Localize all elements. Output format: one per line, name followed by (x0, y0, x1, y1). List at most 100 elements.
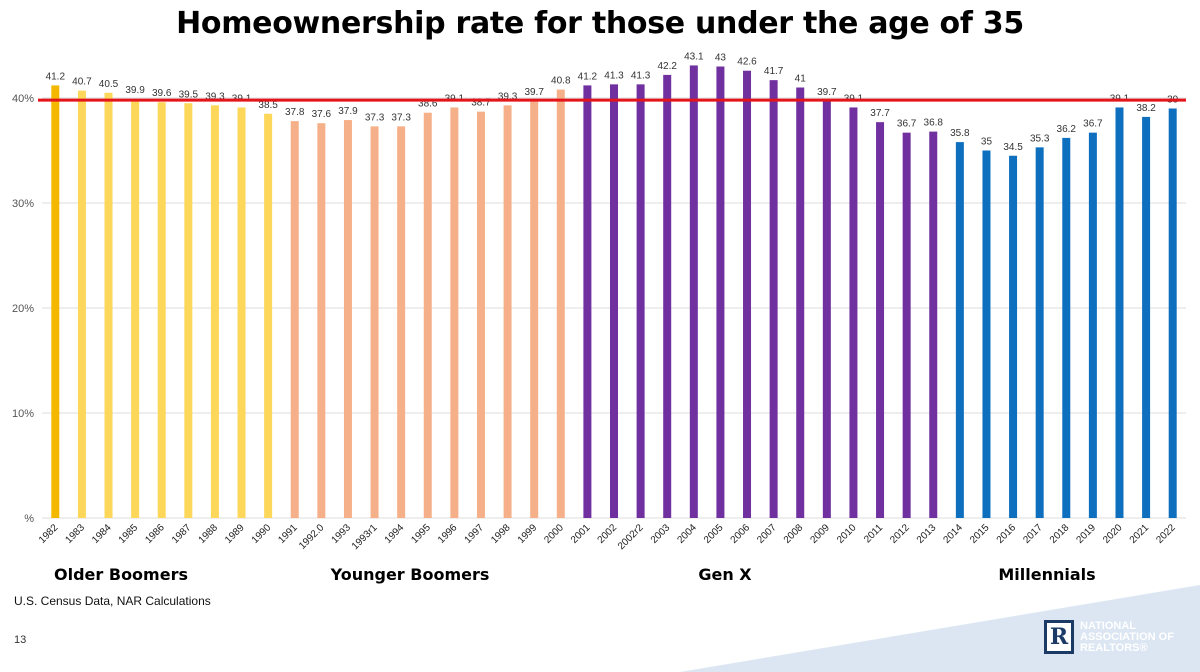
source-note: U.S. Census Data, NAR Calculations (14, 594, 211, 608)
bar (583, 85, 592, 519)
bar (77, 90, 86, 519)
bar (743, 70, 752, 518)
x-tick-label: 1983 (64, 522, 88, 546)
bar (1062, 137, 1071, 518)
x-tick-label: 1999 (516, 522, 540, 546)
data-label: 43 (715, 53, 727, 64)
x-tick-label: 2000 (542, 522, 566, 546)
group-label-gen-x: Gen X (698, 565, 752, 584)
realtor-r-icon: R (1044, 620, 1074, 654)
x-tick-label: 2017 (1021, 522, 1045, 546)
group-label-millennials: Millennials (998, 565, 1096, 584)
data-label: 39.9 (125, 85, 145, 96)
bar (290, 121, 299, 518)
bar (929, 131, 938, 518)
x-tick-label: 1985 (117, 522, 141, 546)
bar (210, 105, 219, 518)
bar (131, 99, 140, 519)
bar (1088, 132, 1097, 518)
data-label: 38.7 (471, 98, 491, 109)
bar (610, 84, 618, 518)
data-label: 41.3 (631, 70, 651, 81)
bar (530, 101, 539, 519)
x-tick-label: 2021 (1128, 522, 1152, 546)
bar (104, 92, 113, 518)
x-tick-label: 1990 (250, 522, 274, 546)
bar (450, 107, 459, 518)
x-tick-label: 2018 (1048, 522, 1072, 546)
x-tick-label: 2004 (675, 522, 699, 546)
y-tick-label: 40% (12, 93, 34, 105)
bar (1115, 107, 1124, 518)
x-tick-label: 2009 (808, 522, 832, 546)
bar (476, 111, 485, 519)
x-tick-label: 2002r2 (616, 522, 646, 552)
x-tick-label: 1997 (463, 522, 487, 546)
bar (849, 107, 858, 518)
bar-chart: % 10% 20% 30% 40% 41.2 1982 40.7 1983 40.5 1984 39.… (12, 51, 1186, 552)
x-tick-label: 2013 (915, 522, 939, 546)
bar (503, 105, 512, 518)
nar-logo-text: NATIONAL ASSOCIATION OF REALTORS® (1080, 619, 1174, 654)
x-tick-label: 2022 (1154, 522, 1178, 546)
bar (982, 150, 991, 518)
x-tick-label: 1991 (276, 522, 300, 546)
data-label: 35 (981, 137, 993, 148)
data-label: 37.3 (365, 112, 385, 123)
data-label: 37.9 (338, 106, 358, 117)
x-tick-label: 1994 (383, 522, 407, 546)
x-tick-label: 1995 (409, 522, 433, 546)
x-tick-label: 1984 (90, 522, 114, 546)
x-tick-label: 1992.0 (297, 522, 327, 552)
bar (423, 112, 432, 518)
data-label: 35.8 (950, 128, 970, 139)
data-label: 38.5 (258, 100, 278, 111)
data-label: 36.2 (1057, 124, 1077, 135)
x-tick-label: 2007 (755, 522, 779, 546)
bar (636, 84, 645, 518)
x-tick-label: 1996 (436, 522, 460, 546)
chart-title: Homeownership rate for those under the a… (176, 6, 1024, 41)
x-tick-label: 2008 (782, 522, 806, 546)
x-tick-label: 2006 (729, 522, 753, 546)
bar (397, 126, 406, 518)
bar (264, 113, 273, 518)
data-label: 39.6 (152, 88, 172, 99)
x-tick-label: 2005 (702, 522, 726, 546)
y-tick-label: 20% (12, 303, 34, 315)
data-label: 34.5 (1003, 142, 1023, 153)
data-label: 38.2 (1136, 103, 1156, 114)
x-tick-label: 1982 (37, 522, 61, 546)
page-number: 13 (14, 634, 27, 646)
x-tick-label: 2001 (569, 522, 593, 546)
x-tick-label: 1988 (197, 522, 221, 546)
data-label: 41.3 (604, 70, 624, 81)
bar (902, 132, 911, 518)
data-label: 41.2 (46, 71, 66, 82)
bar (689, 65, 698, 518)
x-tick-label: 1987 (170, 522, 194, 546)
bar (370, 126, 379, 518)
x-tick-label: 2016 (995, 522, 1019, 546)
bar (1142, 116, 1151, 519)
data-label: 39.3 (205, 91, 225, 102)
bar (876, 122, 885, 519)
x-tick-label: 2012 (888, 522, 912, 546)
x-tick-label: 1989 (223, 522, 247, 546)
x-tick-label: 2003 (649, 522, 673, 546)
x-tick-label: 2010 (835, 522, 859, 546)
x-tick-label: 1986 (143, 522, 167, 546)
bar (1035, 147, 1044, 518)
x-tick-label: 2002 (596, 522, 620, 546)
data-label: 39.7 (524, 87, 544, 98)
data-label: 37.3 (391, 112, 411, 123)
data-label: 41 (795, 74, 807, 85)
bar (796, 87, 805, 518)
data-label: 42.6 (737, 57, 757, 68)
data-label: 39.5 (179, 89, 199, 100)
y-tick-label: 30% (12, 198, 34, 210)
bar (663, 74, 672, 519)
data-label: 41.2 (578, 71, 598, 82)
x-tick-label: 2014 (941, 522, 965, 546)
data-label: 42.2 (657, 61, 677, 72)
